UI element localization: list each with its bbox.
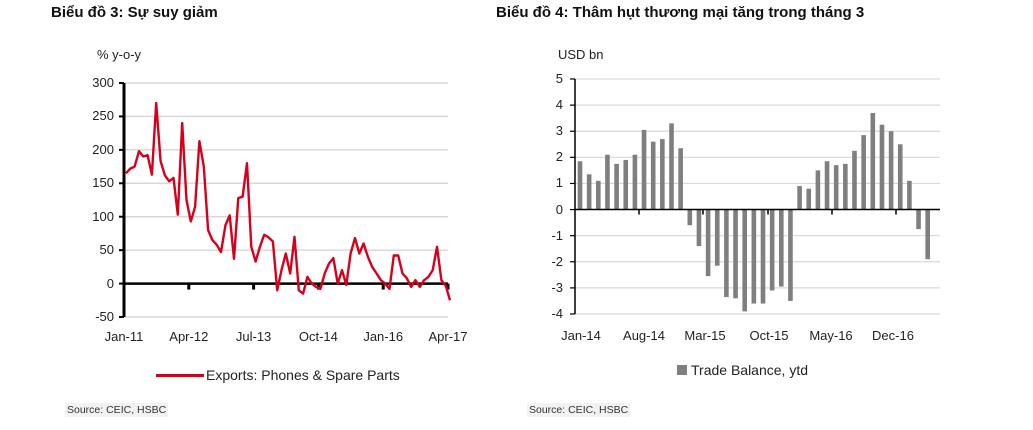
chart3-x-tick-label: Jul-13 <box>235 329 272 344</box>
chart4-x-tick-label: Mar-15 <box>684 328 726 343</box>
chart4-x-tick-label: Aug-14 <box>623 328 665 343</box>
chart3-x-tick-label: Oct-14 <box>298 329 338 344</box>
chart4-y-tick-label: 0 <box>555 201 563 217</box>
chart3-unit-label: % y-o-y <box>97 47 142 62</box>
chart4-y-tick-label: 1 <box>555 175 563 191</box>
chart4-x-tick-label: May-16 <box>809 328 853 343</box>
chart4-x-tick-label: Jan-14 <box>561 328 601 343</box>
chart4-source: Source: CEIC, HSBC <box>527 403 631 417</box>
chart4-legend-label: Trade Balance, ytd <box>691 362 808 378</box>
chart3-y-tick-label: 100 <box>92 208 114 224</box>
chart3-x-tick-label: Apr-12 <box>169 329 209 344</box>
chart3-y-tick-label: 200 <box>92 141 114 157</box>
chart3-title: Biểu đồ 3: Sự suy giảm <box>51 4 218 21</box>
chart4-y-tick-label: -3 <box>551 279 563 295</box>
chart3-source: Source: CEIC, HSBC <box>65 403 169 417</box>
chart4-y-tick-label: 4 <box>555 97 563 113</box>
chart4-y-tick-label: -1 <box>551 227 563 243</box>
chart3-y-tick-label: -50 <box>95 309 114 324</box>
chart3-y-tick-label: 0 <box>106 275 114 291</box>
chart3-x-tick-label: Jan-16 <box>363 329 404 344</box>
chart3-x-tick-label: Apr-17 <box>428 329 468 344</box>
chart4-x-tick-label: Dec-16 <box>872 328 914 343</box>
chart4-unit-label: USD bn <box>558 47 604 62</box>
chart4-legend: Trade Balance, ytd <box>677 362 808 378</box>
chart4-y-tick-label: 5 <box>555 71 563 86</box>
chart4-y-tick-label: -2 <box>551 253 563 269</box>
chart3-y-tick-label: 150 <box>92 175 114 191</box>
chart3-y-tick-label: 250 <box>92 108 114 124</box>
chart3-legend-label: Exports: Phones & Spare Parts <box>206 367 400 383</box>
chart4-y-tick-label: 2 <box>555 149 563 165</box>
chart3-x-tick-label: Jan-11 <box>104 329 144 344</box>
chart4-title: Biểu đồ 4: Thâm hụt thương mại tăng tron… <box>496 4 865 21</box>
chart3-legend: Exports: Phones & Spare Parts <box>156 367 400 383</box>
legend-line-swatch <box>156 373 204 377</box>
chart3-y-tick-label: 300 <box>92 75 114 90</box>
chart4-y-tick-label: 3 <box>555 123 563 139</box>
legend-bar-swatch <box>677 365 687 375</box>
chart3-y-tick-label: 50 <box>99 242 114 258</box>
chart4-y-tick-label: -4 <box>551 306 563 321</box>
chart4-x-tick-label: Oct-15 <box>749 328 789 343</box>
